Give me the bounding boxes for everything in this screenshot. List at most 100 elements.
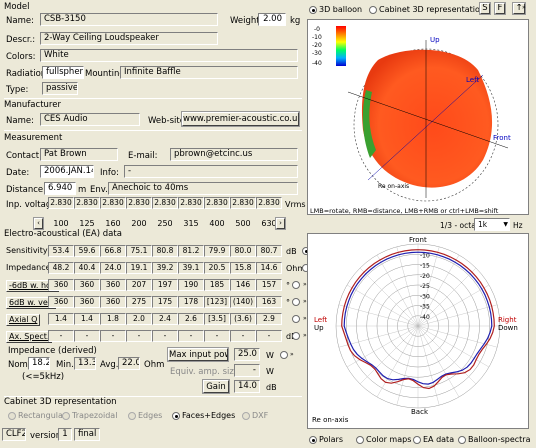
ea-cell[interactable]: 360 <box>48 279 74 291</box>
view-tab[interactable]: Color maps <box>356 435 411 444</box>
ea-row-radio[interactable] <box>292 315 300 323</box>
cab3d-option[interactable]: DXF <box>242 411 268 420</box>
ea-cell[interactable]: 360 <box>100 279 126 291</box>
cab3d-option[interactable]: Trapezoidal <box>62 411 117 420</box>
nom-field[interactable]: 18.2 <box>28 357 50 370</box>
ea-cell[interactable]: 2.9 <box>256 313 282 325</box>
radio-cabinet-3d[interactable]: Cabinet 3D representation <box>369 5 485 14</box>
ea-cell[interactable]: 80.7 <box>256 245 282 257</box>
type-field[interactable]: passive <box>42 82 78 95</box>
ea-row-radio[interactable] <box>292 281 300 289</box>
contact-field[interactable]: Pat Brown <box>40 148 118 161</box>
radiation-field[interactable]: fullsphere <box>42 66 84 79</box>
ea-cell[interactable]: 15.8 <box>230 262 256 274</box>
freq-select[interactable]: 1k ▼ <box>474 218 510 231</box>
gain-field[interactable]: 14.0 <box>234 380 260 393</box>
max-input-power-radio[interactable] <box>280 351 288 359</box>
ea-cell[interactable]: 79.9 <box>204 245 230 257</box>
inp-voltage-cell[interactable]: 2.830 <box>230 197 256 209</box>
ea-cell[interactable]: 185 <box>204 279 230 291</box>
ea-cell[interactable]: 40.4 <box>74 262 100 274</box>
ea-cell[interactable]: 207 <box>126 279 152 291</box>
info-field[interactable]: - <box>124 165 298 178</box>
avg-field[interactable]: 22.0 <box>118 357 140 370</box>
inp-voltage-cell[interactable]: 2.830 <box>152 197 178 209</box>
ea-cell[interactable]: 190 <box>178 279 204 291</box>
ea-cell[interactable]: [123] <box>204 296 230 308</box>
inp-voltage-cell[interactable]: 2.830 <box>178 197 204 209</box>
freq-prev-button[interactable]: ‹ <box>33 217 44 230</box>
inp-voltage-cell[interactable]: 2.830 <box>48 197 74 209</box>
ea-cell[interactable]: 157 <box>256 279 282 291</box>
max-input-power-button[interactable]: Max input power <box>167 347 229 362</box>
ea-cell[interactable]: 66.8 <box>100 245 126 257</box>
ea-cell[interactable]: - <box>48 330 74 342</box>
colors-field[interactable]: White <box>40 49 298 62</box>
ea-cell[interactable]: 75.1 <box>126 245 152 257</box>
f-button[interactable]: F <box>494 2 506 15</box>
ea-cell[interactable]: 2.6 <box>178 313 204 325</box>
ea-cell[interactable]: 39.1 <box>178 262 204 274</box>
ea-cell[interactable]: (140) <box>230 296 256 308</box>
ea-cell[interactable]: 20.5 <box>204 262 230 274</box>
gain-button[interactable]: Gain <box>202 379 230 394</box>
ea-cell[interactable]: 163 <box>256 296 282 308</box>
weight-field[interactable]: 2.00 <box>258 13 286 26</box>
ea-cell[interactable]: - <box>100 330 126 342</box>
ea-cell[interactable]: 175 <box>152 296 178 308</box>
ea-cell[interactable]: 14.6 <box>256 262 282 274</box>
min-field[interactable]: 13.3 <box>74 357 96 370</box>
ea-cell[interactable]: 39.2 <box>152 262 178 274</box>
equiv-amp-field[interactable]: - <box>234 364 260 377</box>
max-input-power-field[interactable]: 25.0 <box>234 348 260 361</box>
inp-voltage-cell[interactable]: 2.830 <box>100 197 126 209</box>
ea-cell[interactable]: 1.4 <box>48 313 74 325</box>
ea-cell[interactable]: - <box>178 330 204 342</box>
manufacturer-name-field[interactable]: CES Audio <box>40 113 140 126</box>
ea-cell[interactable]: - <box>126 330 152 342</box>
s-button[interactable]: S <box>479 2 491 15</box>
arrow-up-button[interactable]: ↑ <box>512 2 526 15</box>
ea-cell[interactable]: 48.2 <box>48 262 74 274</box>
ea-cell[interactable]: (3.6) <box>230 313 256 325</box>
ea-cell[interactable]: 360 <box>74 279 100 291</box>
ea-cell[interactable]: 19.1 <box>126 262 152 274</box>
ea-cell[interactable]: 80.8 <box>152 245 178 257</box>
ea-cell[interactable]: - <box>256 330 282 342</box>
ea-cell[interactable]: 59.6 <box>74 245 100 257</box>
email-field[interactable]: pbrown@etcinc.us <box>170 148 298 161</box>
ea-cell[interactable]: 81.2 <box>178 245 204 257</box>
ea-cell[interactable]: - <box>230 330 256 342</box>
inp-voltage-cell[interactable]: 2.830 <box>74 197 100 209</box>
cab3d-option[interactable]: Faces+Edges <box>172 411 235 420</box>
polar-view[interactable]: -10 -15 -20 -25 -30 -35 -40 Front Back Left Up Righ… <box>307 233 529 429</box>
ea-cell[interactable]: 80.0 <box>230 245 256 257</box>
view-tab[interactable]: Balloon-spectra <box>458 435 530 444</box>
ea-cell[interactable]: 1.4 <box>74 313 100 325</box>
env-field[interactable]: Anechoic to 40ms <box>108 182 298 195</box>
view-tab[interactable]: EA data <box>413 435 454 444</box>
ea-row-radio[interactable] <box>292 332 300 340</box>
ea-row-label[interactable]: Axial Q <box>6 314 41 326</box>
ea-cell[interactable]: 360 <box>48 296 74 308</box>
ea-row-label[interactable]: Ax. Spect. <box>6 331 53 343</box>
cab3d-option[interactable]: Edges <box>128 411 162 420</box>
ea-cell[interactable]: - <box>74 330 100 342</box>
ea-cell[interactable]: 24.0 <box>100 262 126 274</box>
ea-cell[interactable]: 53.4 <box>48 245 74 257</box>
ea-cell[interactable]: 360 <box>74 296 100 308</box>
freq-next-button[interactable]: › <box>275 217 286 230</box>
ea-cell[interactable]: 275 <box>126 296 152 308</box>
inp-voltage-cell[interactable]: 2.830 <box>126 197 152 209</box>
ea-cell[interactable]: - <box>152 330 178 342</box>
radio-3d-balloon[interactable]: 3D balloon <box>309 5 362 14</box>
ea-cell[interactable]: 197 <box>152 279 178 291</box>
inp-voltage-cell[interactable]: 2.830 <box>204 197 230 209</box>
ea-cell[interactable]: 2.0 <box>126 313 152 325</box>
ea-cell[interactable]: 360 <box>100 296 126 308</box>
cab3d-option[interactable]: Rectangular <box>8 411 66 420</box>
ea-cell[interactable]: [3.5] <box>204 313 230 325</box>
model-name-field[interactable]: CSB-3150 <box>40 13 218 26</box>
view-tab[interactable]: Polars <box>309 435 343 444</box>
website-button[interactable]: www.premier-acoustic.co.uk <box>181 111 300 127</box>
